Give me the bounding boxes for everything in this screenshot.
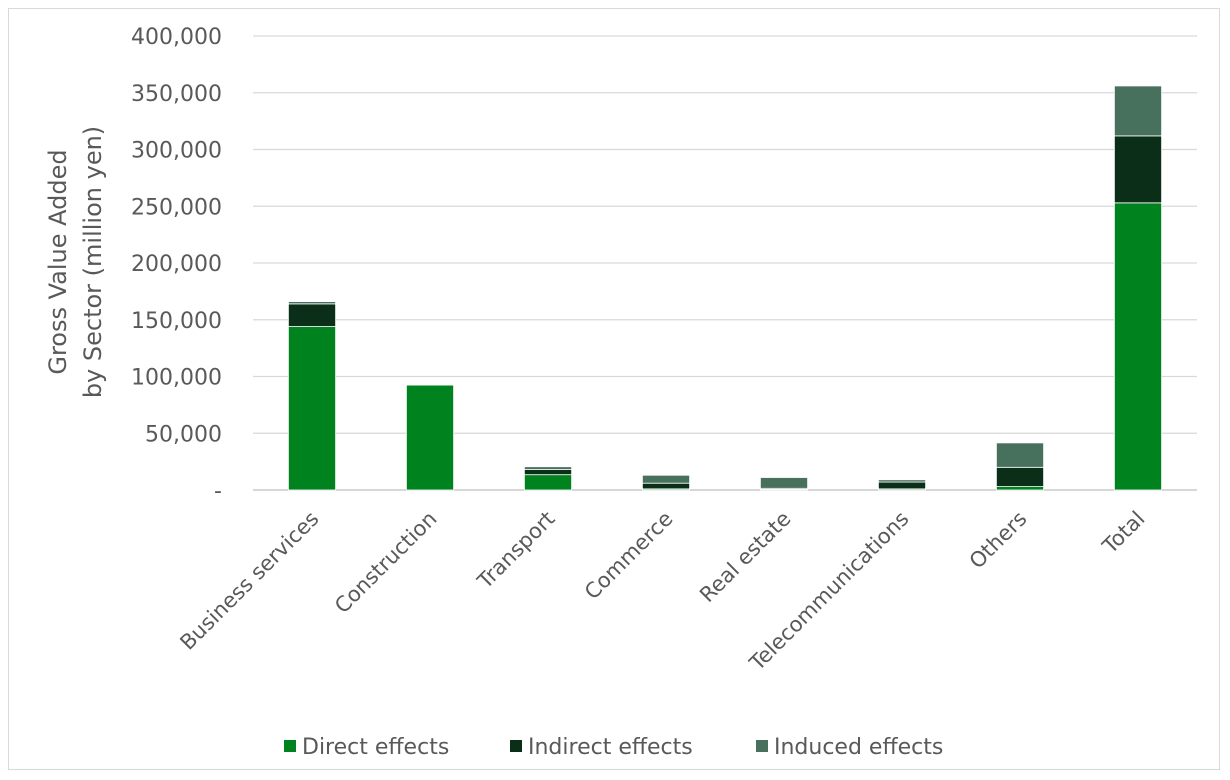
bar-segment: [996, 442, 1045, 468]
legend-label: Direct effects: [302, 735, 449, 760]
x-category-label: Construction: [330, 507, 442, 619]
bar-segment: [524, 469, 573, 476]
x-category-label: Business services: [175, 507, 323, 655]
bar-segment: [642, 474, 691, 484]
chart-frame: [8, 8, 1220, 770]
legend-label: Induced effects: [774, 735, 943, 760]
bars: [287, 85, 1163, 491]
bar-segment: [642, 482, 691, 490]
bar-segment: [405, 384, 454, 491]
bar-segment: [405, 383, 454, 385]
gridlines: [253, 35, 1197, 491]
y-axis-ticks: - 50,000 100,000 150,000 200,000 250,000 300,0…: [131, 25, 222, 504]
y-axis-label-line-1: Gross Value Added: [44, 149, 72, 374]
legend-swatch: [510, 740, 522, 752]
legend: Direct effects Indirect effects Induced ef…: [284, 735, 943, 760]
legend-swatch: [284, 740, 296, 752]
y-tick-label: 100,000: [131, 366, 222, 391]
x-category-label: Transport: [472, 507, 559, 594]
bar-segment: [524, 474, 573, 491]
y-tick-label: 250,000: [131, 195, 222, 220]
y-axis-label-line-2: by Sector (million yen): [79, 126, 107, 398]
legend-label: Indirect effects: [528, 735, 693, 760]
bar-segment: [1114, 202, 1163, 491]
x-category-label: Others: [965, 507, 1032, 574]
bar-segment: [1114, 135, 1163, 204]
y-tick-label: 300,000: [131, 139, 222, 164]
y-tick-label: 400,000: [131, 25, 222, 50]
bar-segment: [1114, 85, 1163, 137]
bar-segment: [996, 486, 1045, 491]
bar-segment: [287, 301, 336, 305]
bar-segment: [878, 479, 927, 483]
bar-segment: [878, 481, 927, 490]
y-tick-label: 350,000: [131, 82, 222, 107]
x-category-label: Real estate: [695, 507, 795, 607]
y-tick-label: -: [214, 479, 222, 504]
bar-segment: [760, 477, 809, 489]
y-axis-label: Gross Value Added by Sector (million yen…: [44, 126, 107, 398]
y-tick-label: 150,000: [131, 309, 222, 334]
bar-segment: [287, 326, 336, 491]
y-tick-label: 200,000: [131, 252, 222, 277]
bar-segment: [524, 466, 573, 470]
x-axis-categories: Business services Construction Transport Co…: [175, 507, 1149, 676]
y-tick-label: 50,000: [145, 422, 222, 447]
x-category-label: Total: [1097, 507, 1149, 559]
bar-segment: [996, 466, 1045, 487]
legend-swatch: [756, 740, 768, 752]
bar-segment: [287, 303, 336, 327]
x-category-label: Commerce: [580, 507, 678, 605]
